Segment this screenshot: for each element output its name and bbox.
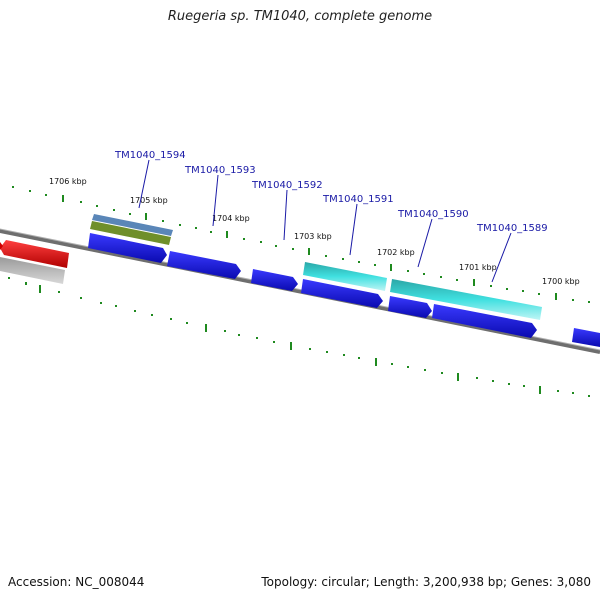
gene-tm1040-1590 [388,296,432,318]
leader-lines [138,159,512,283]
map-title: Ruegeria sp. TM1040, complete genome [167,9,433,24]
ruler-label-1702: 1702 kbp [377,248,415,257]
gene-labels: TM1040_1594 TM1040_1593 TM1040_1592 TM10… [114,150,548,234]
gene-tm1040-1591 [301,279,383,308]
gene-label-1592: TM1040_1592 [251,180,323,191]
gene-label-1589: TM1040_1589 [476,223,548,234]
gene-label-1590: TM1040_1590 [397,209,469,220]
cds-track [0,233,600,347]
rrna-feature [0,240,69,268]
gene-tm1040-1589 [432,304,537,338]
gene-tm1040-1591-highlight [303,262,387,291]
ruler-label-1700: 1700 kbp [542,277,580,286]
major-tick [39,285,41,293]
upper-features [0,214,542,320]
gene-tm1040-1593 [167,251,241,279]
gene-label-1594: TM1040_1594 [114,150,186,161]
ruler-label-1705: 1705 kbp [130,196,168,205]
gene-tm1040-1594 [88,233,167,263]
ruler-label-1701: 1701 kbp [459,263,497,272]
ruler-label-1704: 1704 kbp [212,214,250,223]
feature-blue-bar [92,214,173,236]
gene-tm1040-1590-highlight [390,279,542,320]
genome-summary-text: Topology: circular; Length: 3,200,938 bp… [261,575,591,589]
accession-text: Accession: NC_008044 [8,575,145,589]
gene-next [572,328,600,347]
genome-backbone [0,228,600,354]
gene-label-1593: TM1040_1593 [184,165,256,176]
red-edge [0,242,3,250]
gene-tm1040-1592 [251,269,298,291]
ruler-label-1703: 1703 kbp [294,232,332,241]
gene-label-1591: TM1040_1591 [322,194,394,205]
ruler-labels: 1706 kbp 1705 kbp 1704 kbp 1703 kbp 1702… [49,177,580,286]
ruler-label-1706: 1706 kbp [49,177,87,186]
pseudo-feature [0,257,65,284]
inner-ticks [8,277,590,397]
outer-ticks [12,186,590,303]
feature-olive-bar [90,221,171,245]
